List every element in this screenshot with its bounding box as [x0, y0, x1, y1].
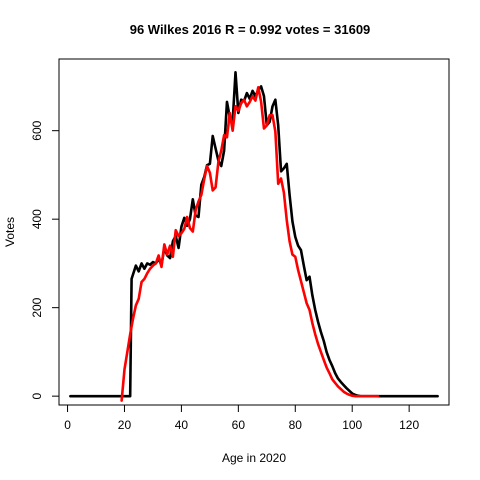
series-line-2: [120, 86, 380, 402]
x-tick-label: 120: [399, 418, 419, 432]
x-tick-label: 60: [232, 418, 246, 432]
plot-frame: [58, 58, 450, 406]
y-axis-label: Votes: [3, 217, 17, 247]
x-axis-label: Age in 2020: [222, 451, 286, 465]
y-axis: 0 200 400 600: [30, 120, 60, 399]
y-tick-label: 0: [30, 392, 44, 399]
x-tick-label: 40: [175, 418, 189, 432]
x-tick-label: 0: [64, 418, 71, 432]
x-tick-label: 80: [289, 418, 303, 432]
series-layer: [69, 70, 439, 402]
y-tick-label: 200: [30, 297, 44, 317]
series-line-1: [69, 70, 439, 398]
x-tick-label: 20: [118, 418, 132, 432]
y-tick-label: 600: [30, 120, 44, 140]
y-tick-label: 400: [30, 209, 44, 229]
x-axis: 0 20 40 60 80 100 120: [64, 404, 419, 432]
chart-title: 96 Wilkes 2016 R = 0.992 votes = 31609: [130, 22, 371, 37]
x-tick-label: 100: [342, 418, 362, 432]
